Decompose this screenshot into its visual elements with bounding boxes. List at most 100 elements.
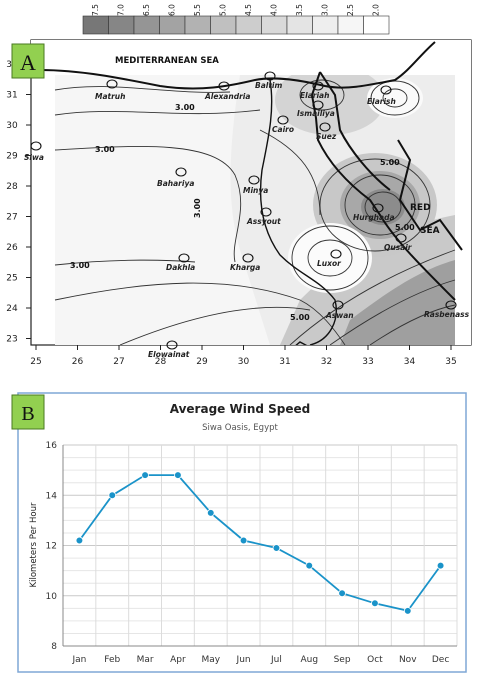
data-point <box>174 471 182 479</box>
chart-panel: Average Wind Speed Siwa Oasis, Egypt Kil… <box>11 392 467 673</box>
map-x-tick-label: 31 <box>279 357 290 367</box>
east-margin <box>455 75 471 345</box>
contour-line <box>54 109 261 116</box>
x-tick-label: Mar <box>137 655 154 665</box>
contour-label: 3.00 <box>95 145 115 154</box>
contour-label: 3.00 <box>70 261 90 270</box>
stations: Matruh Alexandria Baltim Elarish Siwa Ismaili… <box>24 71 470 359</box>
x-tick-label: Feb <box>104 655 120 665</box>
colorbar-label: 3.0 <box>320 4 329 16</box>
station-label: Rasbenass <box>424 310 470 319</box>
station-label: Matruh <box>95 92 126 101</box>
map-x-tick-label: 27 <box>113 357 124 367</box>
x-tick-label: Sep <box>334 655 351 665</box>
y-tick-label: 14 <box>46 491 58 501</box>
station-label: Cairo <box>272 125 294 134</box>
colorbar-swatch <box>312 15 339 35</box>
field-southeast-dark <box>340 260 455 345</box>
station-marker <box>30 141 42 151</box>
station-label: Baltim <box>255 81 283 90</box>
contour-line <box>299 79 345 111</box>
panel-a-label: A <box>20 50 36 75</box>
x-tick-label: May <box>201 655 220 665</box>
sinai-coast <box>319 71 391 191</box>
map-x-tick-label: 30 <box>238 357 250 367</box>
station-label: Kharga <box>230 263 260 272</box>
contour-line <box>54 282 346 345</box>
colorbar-swatch <box>133 15 160 35</box>
station-marker <box>248 175 260 185</box>
station-label: Siwa <box>24 153 44 162</box>
nile <box>259 79 337 345</box>
contour-label: 5.00 <box>395 223 415 232</box>
station-marker <box>166 340 178 350</box>
station-label: Elariah <box>300 91 329 100</box>
map-y-tick-label: 28 <box>6 182 18 192</box>
map-y-tick-label: 24 <box>6 304 18 314</box>
chart-title: Average Wind Speed <box>170 402 311 416</box>
series-line <box>78 474 442 612</box>
chart-x-ticks: Jan Feb Mar Apr May Jun Jul Aug Sep Oct Nov Dec <box>71 655 449 665</box>
contour-line <box>344 174 416 236</box>
sinai-east <box>397 139 463 251</box>
sea-area <box>31 40 471 75</box>
station-label: Qusair <box>384 243 413 252</box>
field-delta <box>275 65 385 135</box>
data-point <box>371 599 379 608</box>
colorbar-swatch <box>210 15 237 35</box>
station-marker <box>264 71 276 81</box>
station-marker <box>260 207 272 217</box>
data-point <box>239 536 248 545</box>
station-marker <box>445 300 457 310</box>
station-marker <box>319 122 331 132</box>
x-tick-label: Aug <box>300 655 318 665</box>
panel-b-label: B <box>21 403 34 425</box>
station-marker <box>106 79 118 89</box>
station-label: Elowainat <box>148 350 190 359</box>
colorbar-label: 6.5 <box>142 4 151 16</box>
map-y-tick-label: 27 <box>6 213 17 223</box>
colorbar-label: 7.5 <box>91 4 100 16</box>
contour-label: 3.00 <box>193 198 202 218</box>
data-point <box>272 544 281 552</box>
station-marker <box>332 300 344 310</box>
x-tick-label: Apr <box>170 655 186 665</box>
station-label: Alexandria <box>204 92 250 101</box>
station-marker <box>330 249 342 259</box>
map-x-tick-label: 32 <box>321 357 332 367</box>
contour-line <box>259 129 321 216</box>
station-label: Luxor <box>317 259 342 268</box>
colorbar-label: 2.0 <box>371 4 380 16</box>
southern-border <box>295 341 308 345</box>
map-borders <box>39 41 463 301</box>
x-tick-label: Jun <box>236 655 251 665</box>
station-label: Elarish <box>367 97 396 106</box>
colorbar-label: 3.5 <box>295 4 304 16</box>
contour-line <box>54 146 242 263</box>
station-marker <box>372 203 384 213</box>
station-label: Aswan <box>325 311 354 320</box>
colorbar-swatch <box>337 15 364 35</box>
station-label: Ismailiya <box>297 109 335 118</box>
map-y-tick-label: 23 <box>6 335 17 345</box>
contour-label: 5.00 <box>290 313 310 322</box>
map-y-tick-label: 25 <box>6 274 17 284</box>
data-point <box>141 471 149 479</box>
colorbar-label: 7.0 <box>116 4 125 16</box>
map-x-tick-label: 34 <box>404 357 416 367</box>
colorbar: 7.5 7.0 6.5 6.0 5.5 5.0 4.5 4.0 3.5 3.0 2.5 2.0 <box>82 4 390 35</box>
colorbar-swatch <box>82 15 109 35</box>
data-point <box>75 536 84 545</box>
map-y-tick-label: 26 <box>6 243 18 253</box>
chart-grid <box>62 444 458 647</box>
y-axis-label: Kilometers Per Hour <box>29 502 39 587</box>
station-marker <box>218 81 230 91</box>
colorbar-swatch <box>235 15 262 35</box>
map-y-tick-label: 30 <box>6 121 18 131</box>
colorbar-label: 5.0 <box>218 4 227 16</box>
colorbar-swatch <box>159 15 186 35</box>
contour-line <box>369 304 456 345</box>
colorbar-label: 4.0 <box>269 4 278 16</box>
data-point <box>305 561 314 570</box>
station-label: Dakhla <box>166 263 195 272</box>
